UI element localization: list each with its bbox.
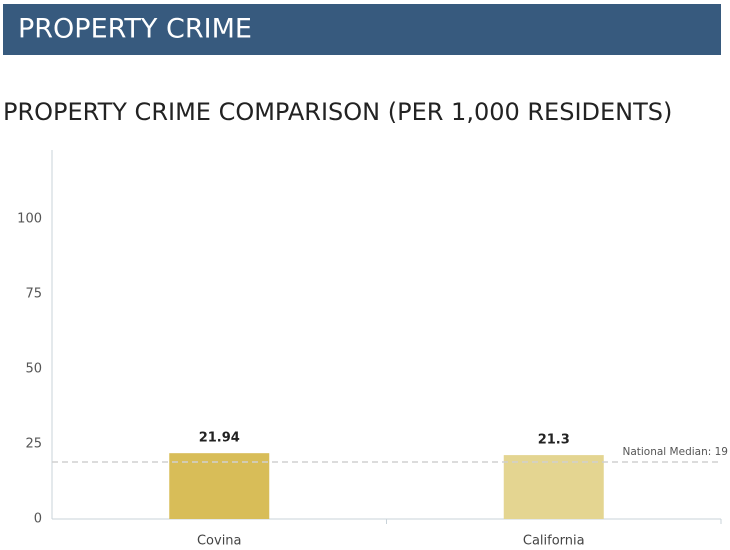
median-label: National Median: 19 — [622, 446, 728, 458]
y-tick-label: 50 — [25, 362, 42, 377]
y-tick-label: 100 — [17, 212, 42, 227]
value-label: 21.94 — [199, 431, 240, 446]
x-tick-label: Covina — [197, 534, 242, 549]
header-bar — [3, 4, 721, 55]
y-tick-label: 25 — [25, 437, 42, 452]
x-tick-label: California — [523, 534, 585, 549]
value-label: 21.3 — [538, 433, 570, 448]
bar — [503, 455, 604, 519]
y-tick-label: 75 — [25, 287, 42, 302]
header-title: PROPERTY CRIME — [18, 14, 252, 45]
bar — [169, 453, 270, 519]
y-tick-label: 0 — [34, 512, 42, 527]
chart-title: PROPERTY CRIME COMPARISON (PER 1,000 RES… — [3, 98, 672, 126]
